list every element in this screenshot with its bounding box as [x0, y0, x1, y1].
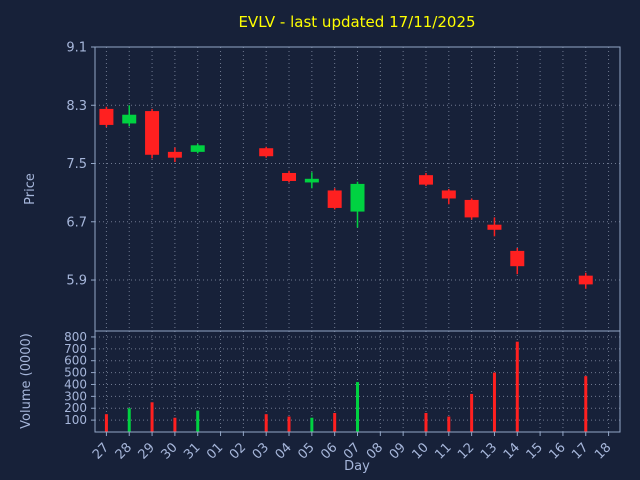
volume-bar	[173, 417, 177, 432]
x-tick-label: 14	[501, 440, 523, 462]
x-tick-label: 30	[158, 440, 180, 462]
x-tick-label: 06	[318, 440, 340, 462]
volume-bar	[333, 412, 337, 432]
x-tick-label: 16	[546, 440, 568, 462]
candle-body	[190, 145, 205, 152]
volume-bar	[447, 416, 451, 432]
volume-tick-label: 800	[64, 330, 87, 344]
price-tick-label: 5.9	[66, 274, 87, 289]
x-tick-label: 28	[113, 440, 135, 462]
candle-body	[327, 190, 342, 208]
x-tick-label: 11	[432, 440, 454, 462]
volume-tick-label: 600	[64, 354, 87, 368]
volume-bar	[515, 341, 519, 432]
x-tick-label: 27	[90, 440, 112, 462]
volume-axis-label: Volume (0000)	[19, 333, 34, 429]
candle-body	[282, 172, 297, 181]
x-axis-label: Day	[344, 459, 370, 474]
volume-bar	[127, 408, 131, 432]
candle-body	[145, 111, 160, 155]
x-tick-label: 02	[227, 440, 249, 462]
candle-body	[99, 108, 114, 125]
x-tick-label: 31	[181, 440, 203, 462]
volume-bar	[470, 393, 474, 432]
volume-bar	[584, 376, 588, 432]
volume-bar	[196, 410, 200, 432]
candle-body	[464, 199, 479, 218]
x-tick-label: 03	[250, 440, 272, 462]
candle-body	[578, 275, 593, 285]
volume-bar	[264, 414, 268, 432]
candle-body	[167, 151, 182, 158]
volume-bar	[287, 416, 291, 432]
volume-tick-label: 100	[64, 413, 87, 427]
volume-bar	[150, 402, 154, 432]
volume-bar	[310, 417, 314, 432]
volume-tick-label: 300	[64, 389, 87, 403]
volume-bar	[424, 412, 428, 432]
candle-body	[122, 114, 137, 124]
candle-body	[441, 190, 456, 199]
x-tick-label: 15	[524, 440, 546, 462]
volume-tick-label: 700	[64, 342, 87, 356]
volume-bar	[492, 372, 496, 432]
candle-body	[487, 224, 502, 230]
volume-tick-label: 200	[64, 401, 87, 415]
x-tick-label: 01	[204, 440, 226, 462]
price-tick-label: 9.1	[66, 41, 87, 56]
volume-tick-label: 400	[64, 377, 87, 391]
volume-tick-label: 500	[64, 366, 87, 380]
x-tick-label: 05	[295, 440, 317, 462]
candle-body	[418, 175, 433, 185]
candle-body	[350, 183, 365, 212]
x-tick-label: 17	[569, 440, 591, 462]
price-tick-label: 7.5	[66, 157, 87, 172]
price-tick-label: 6.7	[66, 215, 87, 230]
candle-body	[510, 250, 525, 267]
volume-bar	[104, 414, 108, 432]
x-tick-label: 18	[592, 440, 614, 462]
x-tick-label: 09	[387, 440, 409, 462]
price-tick-label: 8.3	[66, 99, 87, 114]
x-tick-label: 29	[136, 440, 158, 462]
x-tick-label: 04	[273, 440, 295, 462]
price-axis-label: Price	[23, 173, 38, 205]
x-tick-label: 10	[409, 440, 431, 462]
volume-bar	[356, 382, 359, 432]
x-tick-label: 13	[478, 440, 500, 462]
candle-body	[259, 148, 274, 157]
x-tick-label: 12	[455, 440, 477, 462]
candle-body	[304, 178, 319, 183]
chart-title: EVLV - last updated 17/11/2025	[238, 13, 475, 31]
